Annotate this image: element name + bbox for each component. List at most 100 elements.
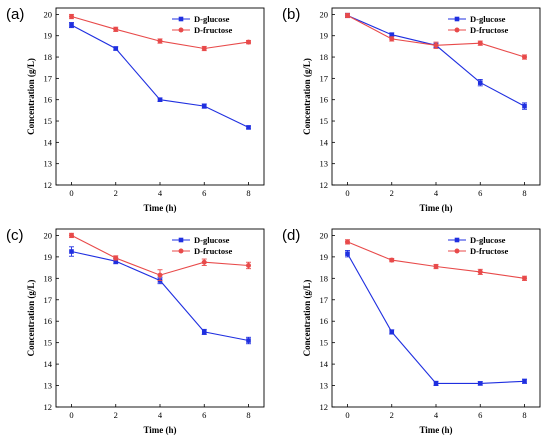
data-point-circle: [157, 272, 163, 278]
legend-marker-circle: [454, 248, 460, 254]
legend-item-glucose: D-glucose: [448, 14, 506, 24]
data-point-circle: [389, 257, 395, 263]
y-tick-label: 20: [44, 230, 53, 240]
y-tick-label: 15: [44, 116, 53, 126]
chart-panel-2: (b) 12 13 14 15 16 17 18 19 20 0 2 4 6 8 Time (h) Concen…: [282, 6, 541, 213]
y-tick-label: 20: [44, 9, 53, 19]
series-glucose: [68, 246, 252, 345]
x-tick-label: 8: [522, 188, 526, 198]
y-tick-label: 19: [320, 252, 329, 262]
legend-label: D-glucose: [470, 14, 506, 24]
legend-item-glucose: D-glucose: [172, 14, 230, 24]
data-point-square: [69, 22, 74, 28]
data-point-square: [433, 381, 439, 386]
x-tick-label: 4: [434, 410, 439, 420]
chart-panel-3: (c) 12 13 14 15 16 17 18 19 20 0 2 4 6 8 Time (h) Concen…: [6, 227, 265, 435]
data-point-square: [477, 381, 483, 386]
y-tick-label: 19: [44, 252, 53, 262]
data-point-circle: [389, 36, 395, 42]
legend-label: D-glucose: [194, 14, 230, 24]
data-point-square: [246, 125, 251, 130]
y-tick-label: 12: [320, 180, 329, 190]
x-tick-label: 8: [522, 410, 526, 420]
x-tick-label: 2: [114, 188, 118, 198]
x-tick-label: 2: [390, 188, 394, 198]
y-tick-label: 17: [320, 295, 329, 305]
data-point-square: [69, 249, 74, 254]
data-point-square: [246, 338, 251, 343]
x-tick-label: 0: [345, 188, 349, 198]
data-point-square: [201, 329, 207, 335]
x-tick-label: 6: [202, 188, 206, 198]
chart-panel-1: (a) 12 13 14 15 16 17 18 19 20 0 2 4 6 8 Time (h) Concen…: [6, 6, 265, 213]
legend-marker-circle: [178, 27, 184, 33]
data-point-square: [522, 378, 527, 384]
y-tick-label: 15: [320, 116, 329, 126]
y-tick-label: 12: [320, 402, 329, 412]
x-axis-title: Time (h): [143, 425, 176, 435]
y-tick-label: 18: [44, 273, 53, 283]
y-tick-label: 12: [44, 402, 53, 412]
y-tick-label: 18: [320, 52, 329, 62]
y-tick-label: 17: [320, 73, 329, 83]
chart-panel-4: (d) 12 13 14 15 16 17 18 19 20 0 2 4 6 8 Time (h) Concen…: [282, 227, 541, 435]
y-tick-label: 19: [320, 31, 329, 41]
data-point-circle: [201, 46, 207, 52]
legend-marker-square: [178, 16, 184, 22]
x-tick-label: 2: [390, 410, 394, 420]
y-tick-label: 19: [44, 31, 53, 41]
legend-item-fructose: D-fructose: [172, 25, 232, 35]
y-tick-label: 20: [320, 230, 329, 240]
panel-label: (b): [282, 6, 300, 23]
legend-item-glucose: D-glucose: [448, 235, 506, 245]
data-point-square: [201, 103, 207, 109]
legend-item-fructose: D-fructose: [448, 25, 508, 35]
plot-frame: [55, 228, 265, 408]
y-tick-label: 13: [44, 381, 53, 391]
panel-label: (a): [6, 6, 24, 23]
data-point-circle: [113, 255, 119, 261]
data-point-circle: [433, 42, 439, 48]
y-tick-label: 16: [320, 95, 329, 105]
x-tick-label: 4: [158, 188, 163, 198]
x-tick-label: 4: [434, 188, 439, 198]
series-fructose: [344, 12, 528, 60]
data-point-circle: [68, 232, 74, 238]
data-point-circle: [433, 264, 439, 270]
x-tick-label: 0: [345, 410, 349, 420]
x-tick-label: 0: [69, 410, 73, 420]
x-tick-label: 0: [69, 188, 73, 198]
legend-marker-square: [454, 237, 460, 243]
x-tick-label: 8: [246, 188, 250, 198]
series-fructose: [344, 239, 528, 281]
panel-label: (c): [6, 227, 24, 244]
x-axis-title: Time (h): [143, 203, 176, 213]
series-fructose: [68, 13, 252, 52]
data-point-circle: [522, 54, 528, 60]
y-tick-label: 15: [44, 338, 53, 348]
y-tick-label: 12: [44, 180, 53, 190]
legend-label: D-fructose: [470, 25, 508, 35]
legend-label: D-fructose: [470, 246, 508, 256]
data-point-circle: [344, 12, 350, 18]
plot-frame: [331, 228, 541, 408]
legend-marker-circle: [178, 248, 184, 254]
series-line: [347, 253, 525, 384]
y-tick-label: 14: [320, 359, 329, 369]
data-point-square: [477, 80, 483, 85]
x-tick-label: 2: [114, 410, 118, 420]
x-axis-title: Time (h): [419, 425, 452, 435]
legend-label: D-glucose: [194, 235, 230, 245]
x-tick-label: 6: [478, 410, 482, 420]
y-tick-label: 16: [320, 316, 329, 326]
x-tick-label: 8: [246, 410, 250, 420]
data-point-circle: [522, 275, 528, 281]
series-fructose: [68, 232, 252, 281]
y-tick-label: 20: [320, 9, 329, 19]
y-axis-title: Concentration (g/L): [302, 58, 312, 135]
legend-item-glucose: D-glucose: [172, 235, 230, 245]
y-tick-label: 13: [320, 159, 329, 169]
y-tick-label: 14: [320, 137, 329, 147]
data-point-square: [157, 97, 163, 102]
x-tick-label: 6: [202, 410, 206, 420]
